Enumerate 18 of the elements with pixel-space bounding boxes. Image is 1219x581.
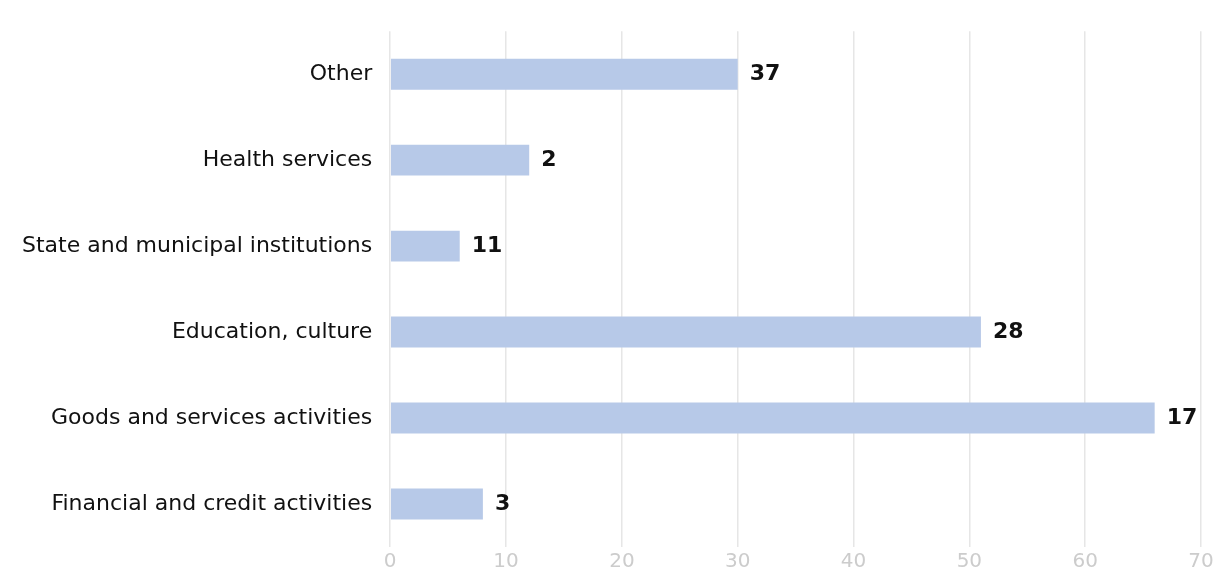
y-tick-label: State and municipal institutions bbox=[21, 231, 373, 257]
y-tick-label: Education, culture bbox=[171, 317, 373, 343]
bar bbox=[390, 488, 483, 520]
y-tick-label: Goods and services activities bbox=[51, 403, 373, 429]
annotation: 37 bbox=[749, 59, 781, 85]
annotation: 17 bbox=[1166, 403, 1198, 429]
bar bbox=[390, 402, 1155, 434]
bar bbox=[390, 230, 460, 262]
y-tick-label: Other bbox=[309, 59, 374, 85]
bar bbox=[390, 316, 981, 348]
bar bbox=[390, 144, 530, 176]
bar bbox=[390, 58, 738, 90]
y-tick-label: Financial and credit activities bbox=[51, 489, 373, 515]
annotation: 2 bbox=[541, 145, 557, 171]
annotation: 11 bbox=[471, 231, 503, 257]
annotation: 28 bbox=[992, 317, 1024, 343]
y-tick-label: Health services bbox=[202, 145, 373, 171]
annotation: 3 bbox=[494, 489, 511, 515]
